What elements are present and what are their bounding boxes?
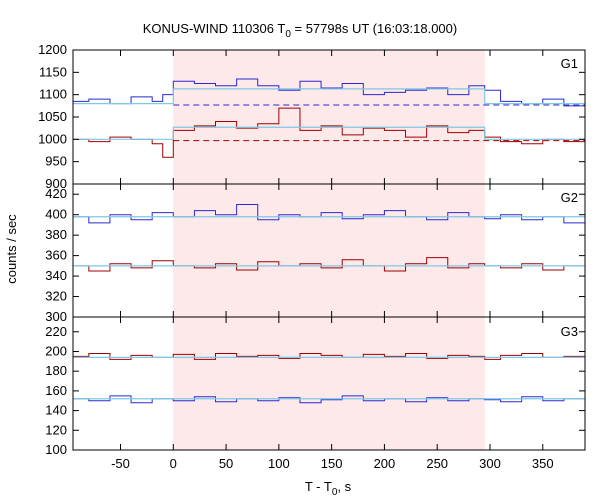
panel-frame <box>72 316 586 451</box>
series-blue-step <box>73 203 586 224</box>
shaded-interval <box>173 317 485 450</box>
y-tick-label: 1050 <box>38 109 67 124</box>
y-tick-label: 1000 <box>38 131 67 146</box>
panel-g2: 300 320 340 360 380 400 420 <box>45 183 586 324</box>
y-tick-label: 180 <box>45 363 67 378</box>
chart-title-subscript: 0 <box>285 29 291 40</box>
y-tick-label: 200 <box>45 343 67 358</box>
x-tick-label: 0 <box>170 456 177 471</box>
x-tick-label: 150 <box>321 456 343 471</box>
shaded-interval <box>173 184 485 317</box>
y-tick-label: 1100 <box>39 87 67 102</box>
chart-title-prefix: KONUS-WIND 110306 T <box>143 21 286 36</box>
x-tick-label: 250 <box>426 456 448 471</box>
series-red-step <box>73 257 586 272</box>
series-blue-step <box>73 78 586 107</box>
y-tick-label: 340 <box>45 268 67 283</box>
shaded-interval <box>173 50 485 184</box>
series-red-step <box>73 107 586 158</box>
x-axis-label: T - T0, s <box>305 479 352 498</box>
x-axis-label-prefix: T - T <box>305 479 332 494</box>
y-tick-label: 400 <box>45 207 67 222</box>
y-tick-label: 1150 <box>39 64 67 79</box>
panel-label-g2: G2 <box>561 190 578 205</box>
y-tick-label: 120 <box>45 422 67 437</box>
series-lightblue-fit <box>73 88 585 105</box>
x-tick-label: 300 <box>479 456 501 471</box>
y-tick-label: 900 <box>45 176 67 191</box>
y-tick-label: 420 <box>45 186 67 201</box>
y-tick-label: 300 <box>45 309 67 324</box>
y-tick-label: 320 <box>45 289 67 304</box>
panel-label-g1: G1 <box>561 56 578 71</box>
panel-g1: 900 950 1000 1050 1100 1150 1200 <box>38 42 586 191</box>
x-tick-label: 100 <box>268 456 290 471</box>
x-tick-label: -50 <box>111 456 130 471</box>
y-tick-label: 360 <box>45 248 67 263</box>
panel-g3: 100 120 140 160 180 200 220 -50 0 50 100 150 200 250 3… <box>45 316 586 471</box>
y-tick-label: 140 <box>45 403 67 418</box>
series-lightblue-fit <box>73 126 585 140</box>
x-axis-label-suffix: , s <box>337 479 351 494</box>
y-axis-label: counts / sec <box>4 214 19 284</box>
panels-layer: 9009501000105011001150120030032034036038… <box>38 42 586 471</box>
x-tick-label: 50 <box>219 456 233 471</box>
chart-title-suffix: = 57798s UT (16:03:18.000) <box>291 21 457 36</box>
y-tick-label: 380 <box>45 227 67 242</box>
y-tick-label: 1200 <box>38 42 67 57</box>
x-tick-label: 200 <box>374 456 396 471</box>
y-tick-label: 100 <box>45 442 67 457</box>
x-axis-label-subscript: 0 <box>332 487 338 498</box>
y-tick-label: 160 <box>45 383 67 398</box>
y-tick-label: 220 <box>45 324 67 339</box>
x-tick-label: 350 <box>532 456 554 471</box>
panel-label-g3: G3 <box>561 324 578 339</box>
chart-title: KONUS-WIND 110306 T0 = 57798s UT (16:03:… <box>143 21 457 40</box>
y-tick-label: 950 <box>45 154 67 169</box>
